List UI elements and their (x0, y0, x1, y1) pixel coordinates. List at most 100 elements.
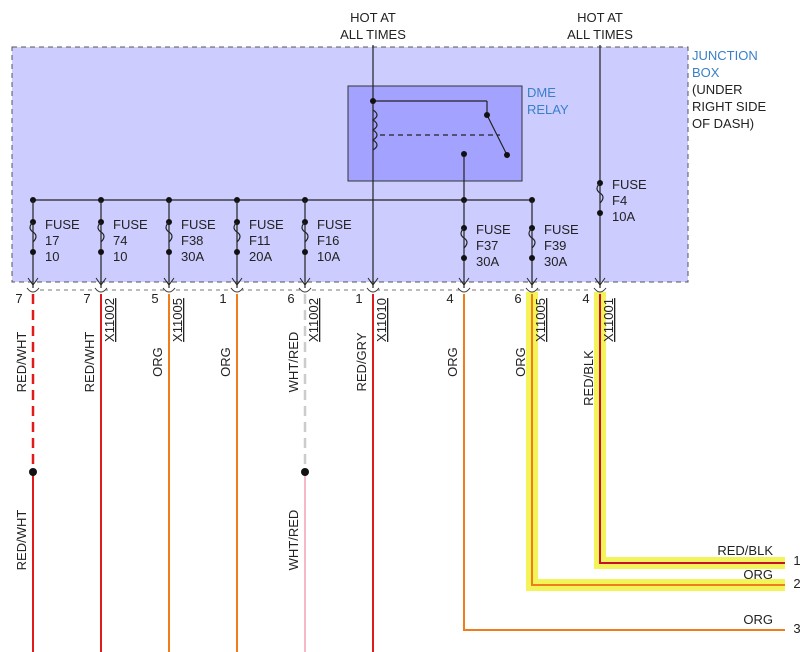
connector-id: X11005 (533, 298, 548, 342)
junction-dot (166, 249, 172, 255)
pin-arrow (594, 277, 606, 286)
fuse-id: 74 (113, 233, 127, 248)
output-wire: ORG (743, 612, 773, 627)
wire-color: RED/WHT (14, 510, 29, 571)
connector (26, 287, 40, 293)
fuse-id: F16 (317, 233, 339, 248)
junction-dot (29, 468, 37, 476)
output-number: 3 (793, 621, 800, 636)
box-location: (UNDER (692, 82, 743, 97)
box-location: OF DASH) (692, 116, 754, 131)
connector (94, 287, 108, 293)
relay-label: RELAY (527, 102, 569, 117)
highlight (594, 292, 785, 569)
pin-number: 1 (219, 291, 226, 306)
fuse-symbol (528, 227, 536, 249)
hot-label: ALL TIMES (567, 27, 633, 42)
pin-arrow (367, 277, 379, 286)
output-number: 2 (793, 576, 800, 591)
junction-dot (98, 249, 104, 255)
pin-number: 4 (582, 291, 589, 306)
wire-color: RED/BLK (581, 350, 596, 406)
fuse-id: F38 (181, 233, 203, 248)
connector-id: X11001 (601, 298, 616, 342)
box-title: JUNCTION (692, 48, 758, 63)
wire-color: RED/WHT (82, 332, 97, 393)
connector (366, 287, 380, 293)
junction-dot (484, 112, 490, 118)
hot-label: ALL TIMES (340, 27, 406, 42)
pin-arrow (526, 277, 538, 286)
output-wire: ORG (743, 567, 773, 582)
fuse-rating: 30A (181, 249, 204, 264)
fuse-label: FUSE (249, 217, 284, 232)
pin-arrow (231, 277, 243, 286)
connector (593, 287, 607, 293)
fuse-symbol (596, 182, 604, 204)
connector-id: X11002 (306, 298, 321, 342)
junction-dot (30, 249, 36, 255)
fuse-label: FUSE (612, 177, 647, 192)
junction-dot (234, 249, 240, 255)
pin-arrow (163, 277, 175, 286)
wire-color: RED/WHT (14, 332, 29, 393)
fuse-rating: 10A (317, 249, 340, 264)
fuse-label: FUSE (45, 217, 80, 232)
box-title: BOX (692, 65, 720, 80)
pin-number: 1 (355, 291, 362, 306)
connector-id: X11010 (374, 298, 389, 342)
junction-dot (301, 468, 309, 476)
wire (463, 294, 785, 631)
pin-number: 6 (514, 291, 521, 306)
hot-label: HOT AT (577, 10, 623, 25)
junction-dot (302, 249, 308, 255)
connector (230, 287, 244, 293)
pin-number: 7 (83, 291, 90, 306)
relay-label: DME (527, 85, 556, 100)
fuse-label: FUSE (181, 217, 216, 232)
fuse-id: 17 (45, 233, 59, 248)
fuse-rating: 20A (249, 249, 272, 264)
connector (162, 287, 176, 293)
fuse-label: FUSE (317, 217, 352, 232)
wire-color: ORG (218, 347, 233, 377)
wire-color: WHT/RED (286, 332, 301, 393)
fuse-rating: 10A (612, 209, 635, 224)
wire (599, 294, 785, 564)
fuse-symbol (165, 221, 173, 243)
pin-arrow (95, 277, 107, 286)
connector-id: X11005 (170, 298, 185, 342)
fuse-label: FUSE (113, 217, 148, 232)
wire-color: RED/GRY (354, 332, 369, 391)
fuse-rating: 10 (45, 249, 59, 264)
fuse-id: F37 (476, 238, 498, 253)
fuse-symbol (29, 221, 37, 243)
connector (525, 287, 539, 293)
junction-dot (461, 255, 467, 261)
junction-dot (597, 210, 603, 216)
fuse-symbol (460, 227, 468, 249)
fuse-id: F4 (612, 193, 627, 208)
output-number: 1 (793, 553, 800, 568)
pin-number: 6 (287, 291, 294, 306)
fuse-label: FUSE (476, 222, 511, 237)
junction-dot (461, 151, 467, 157)
wire-color: ORG (150, 347, 165, 377)
wire-color: ORG (513, 347, 528, 377)
fuse-rating: 10 (113, 249, 127, 264)
box-location: RIGHT SIDE (692, 99, 766, 114)
connector (457, 287, 471, 293)
hot-label: HOT AT (350, 10, 396, 25)
output-wire: RED/BLK (717, 543, 773, 558)
fuse-symbol (233, 221, 241, 243)
fuse-label: FUSE (544, 222, 579, 237)
junction-dot (370, 98, 376, 104)
wire (531, 294, 785, 586)
connector-id: X11002 (102, 298, 117, 342)
junction-dot (504, 152, 510, 158)
highlight (526, 292, 785, 591)
pin-arrow (299, 277, 311, 286)
fuse-id: F11 (249, 233, 270, 248)
fuse-rating: 30A (544, 254, 567, 269)
